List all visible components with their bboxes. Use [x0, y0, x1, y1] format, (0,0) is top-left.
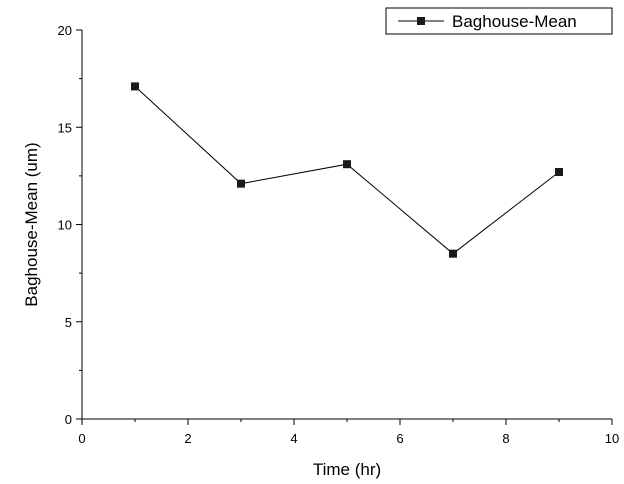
series: [131, 82, 563, 258]
data-point-marker: [449, 249, 457, 258]
legend: Baghouse-Mean: [385, 7, 613, 35]
y-axis-title: Baghouse-Mean (um): [22, 142, 41, 306]
x-tick-label: 10: [605, 431, 619, 446]
ticks: 0 2 4 6 8 10 0 5 10 15 20: [58, 23, 620, 446]
series-line: [134, 86, 560, 255]
data-point-marker: [237, 179, 245, 188]
y-tick-label: 0: [65, 412, 72, 427]
x-axis-title: Time (hr): [313, 460, 381, 479]
legend-marker: [417, 17, 425, 25]
y-tick-label: 20: [58, 23, 72, 38]
data-point-marker: [131, 82, 139, 91]
x-tick-label: 6: [396, 431, 403, 446]
legend-label: Baghouse-Mean: [452, 12, 577, 31]
data-point-marker: [343, 160, 351, 169]
y-tick-label: 10: [58, 218, 72, 233]
x-tick-label: 0: [78, 431, 85, 446]
x-tick-label: 8: [502, 431, 509, 446]
x-tick-label: 2: [184, 431, 191, 446]
y-tick-label: 15: [58, 120, 72, 135]
y-tick-label: 5: [65, 315, 72, 330]
axes: [81, 30, 612, 420]
data-point-marker: [555, 167, 563, 176]
x-tick-label: 4: [290, 431, 297, 446]
